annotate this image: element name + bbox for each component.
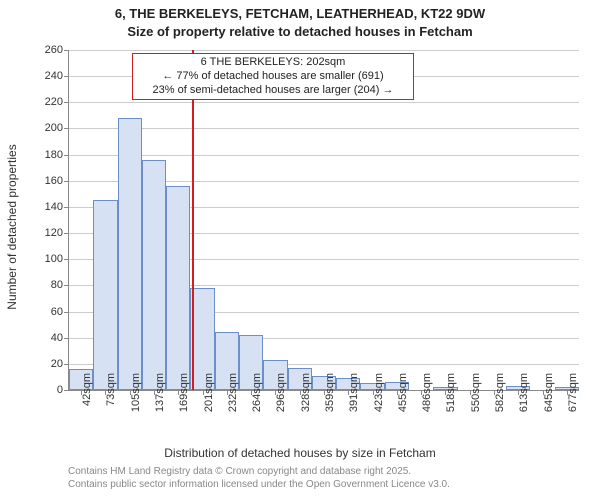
chart-title-line2: Size of property relative to detached ho…: [0, 24, 600, 39]
y-tick-label: 20: [51, 358, 63, 370]
x-tick-label: 105sqm: [130, 369, 142, 423]
x-tick-label: 232sqm: [227, 369, 239, 423]
y-tick-label: 180: [45, 149, 63, 161]
x-tick-label: 486sqm: [421, 369, 433, 423]
y-tick-label: 240: [45, 70, 63, 82]
x-tick-label: 296sqm: [275, 369, 287, 423]
annotation-line3: 23% of semi-detached houses are larger (…: [137, 84, 409, 98]
plot-area: 02040608010012014016018020022024026042sq…: [68, 50, 579, 391]
x-tick-label: 518sqm: [445, 369, 457, 423]
y-tick-mark: [64, 50, 69, 51]
y-tick-label: 80: [51, 279, 63, 291]
x-tick-label: 169sqm: [178, 369, 190, 423]
y-tick-mark: [64, 155, 69, 156]
reference-line: [192, 50, 194, 390]
y-tick-label: 100: [45, 253, 63, 265]
y-tick-label: 260: [45, 44, 63, 56]
x-tick-label: 423sqm: [373, 369, 385, 423]
y-tick-mark: [64, 76, 69, 77]
x-axis-label: Distribution of detached houses by size …: [0, 446, 600, 460]
y-tick-mark: [64, 312, 69, 313]
y-gridline: [69, 155, 579, 156]
footer-line-1: Contains HM Land Registry data © Crown c…: [68, 466, 411, 477]
x-tick-label: 42sqm: [81, 369, 93, 423]
histogram-bar: [142, 160, 166, 390]
footer-line-2: Contains public sector information licen…: [68, 479, 450, 490]
histogram-bar: [166, 186, 190, 390]
y-tick-label: 200: [45, 122, 63, 134]
histogram-bar: [93, 200, 117, 390]
x-tick-label: 645sqm: [543, 369, 555, 423]
y-tick-mark: [64, 259, 69, 260]
y-tick-mark: [64, 207, 69, 208]
y-tick-label: 0: [57, 384, 63, 396]
annotation-box: 6 THE BERKELEYS: 202sqm← 77% of detached…: [132, 53, 414, 100]
y-tick-label: 140: [45, 201, 63, 213]
x-tick-label: 201sqm: [203, 369, 215, 423]
x-tick-label: 264sqm: [251, 369, 263, 423]
y-tick-mark: [64, 233, 69, 234]
x-tick-label: 677sqm: [567, 369, 579, 423]
y-gridline: [69, 102, 579, 103]
y-tick-mark: [64, 390, 69, 391]
x-tick-label: 328sqm: [300, 369, 312, 423]
x-tick-label: 613sqm: [518, 369, 530, 423]
y-tick-mark: [64, 285, 69, 286]
x-tick-label: 455sqm: [397, 369, 409, 423]
x-tick-label: 550sqm: [470, 369, 482, 423]
x-tick-label: 137sqm: [154, 369, 166, 423]
chart-root: 6, THE BERKELEYS, FETCHAM, LEATHERHEAD, …: [0, 0, 600, 500]
y-tick-label: 120: [45, 227, 63, 239]
x-tick-label: 359sqm: [324, 369, 336, 423]
y-tick-mark: [64, 128, 69, 129]
y-tick-label: 160: [45, 175, 63, 187]
annotation-line1: 6 THE BERKELEYS: 202sqm: [137, 56, 409, 70]
y-tick-mark: [64, 181, 69, 182]
y-tick-label: 40: [51, 332, 63, 344]
annotation-line2: ← 77% of detached houses are smaller (69…: [137, 70, 409, 84]
x-tick-label: 391sqm: [348, 369, 360, 423]
y-tick-mark: [64, 102, 69, 103]
y-tick-label: 220: [45, 96, 63, 108]
y-gridline: [69, 50, 579, 51]
chart-title-line1: 6, THE BERKELEYS, FETCHAM, LEATHERHEAD, …: [0, 6, 600, 21]
y-tick-mark: [64, 338, 69, 339]
x-tick-label: 73sqm: [105, 369, 117, 423]
histogram-bar: [118, 118, 142, 390]
y-axis-label: Number of detached properties: [5, 127, 19, 327]
x-tick-label: 582sqm: [494, 369, 506, 423]
y-tick-label: 60: [51, 306, 63, 318]
y-gridline: [69, 128, 579, 129]
y-tick-mark: [64, 364, 69, 365]
